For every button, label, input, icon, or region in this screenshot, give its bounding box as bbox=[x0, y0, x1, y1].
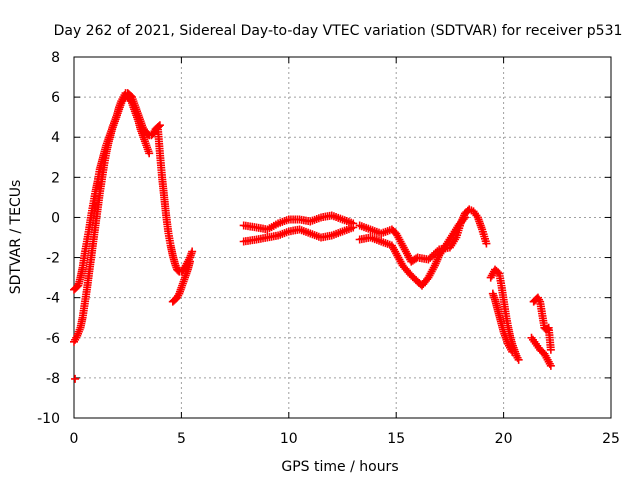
data-point bbox=[145, 149, 154, 158]
series-segment-10 bbox=[488, 289, 517, 356]
data-point bbox=[514, 355, 523, 364]
data-point bbox=[546, 361, 555, 370]
data-point bbox=[546, 345, 555, 354]
plot-frame bbox=[73, 56, 612, 419]
grid bbox=[74, 57, 611, 418]
y-tick-label: 8 bbox=[51, 50, 60, 66]
series-segment-12 bbox=[529, 293, 555, 354]
data-point bbox=[349, 223, 358, 232]
y-tick-label: -10 bbox=[37, 411, 60, 427]
data-point bbox=[543, 324, 552, 333]
series-segment-5 bbox=[239, 211, 358, 234]
series-segment-4 bbox=[168, 257, 194, 306]
series-segment-3 bbox=[153, 123, 197, 276]
data-point bbox=[493, 268, 502, 277]
y-tick-label: -2 bbox=[46, 251, 60, 267]
data-point bbox=[459, 215, 468, 224]
x-tick-label: 20 bbox=[495, 431, 513, 447]
x-tick-label: 10 bbox=[280, 431, 298, 447]
data-point bbox=[188, 247, 197, 256]
data-point bbox=[460, 213, 469, 222]
x-tick-label: 15 bbox=[387, 431, 405, 447]
y-tick-label: -4 bbox=[46, 291, 60, 307]
y-axis-label: SDTVAR / TECUs bbox=[8, 180, 24, 295]
series-segment-7 bbox=[355, 205, 491, 266]
tick-labels: 0 5 10 15 20 25 -10 -8 -6 -4 -2 0 2 4 6 8 bbox=[37, 50, 620, 447]
series-outlier bbox=[71, 374, 80, 383]
x-tick-label: 25 bbox=[602, 431, 620, 447]
data-point bbox=[185, 257, 194, 266]
x-tick-label: 5 bbox=[177, 431, 186, 447]
y-tick-label: -8 bbox=[46, 371, 60, 387]
series-segment-11 bbox=[527, 333, 555, 370]
data-point bbox=[71, 374, 80, 383]
y-tick-label: 4 bbox=[51, 130, 60, 146]
x-axis-label: GPS time / hours bbox=[281, 459, 398, 475]
y-tick-label: -6 bbox=[46, 331, 60, 347]
series-segment-9 bbox=[486, 265, 523, 364]
y-tick-label: 2 bbox=[51, 170, 60, 186]
x-tick-label: 0 bbox=[70, 431, 79, 447]
series-segment-6 bbox=[239, 223, 358, 246]
y-tick-label: 0 bbox=[51, 210, 60, 226]
series-segment-8 bbox=[355, 213, 469, 290]
chart-title: Day 262 of 2021, Sidereal Day-to-day VTE… bbox=[54, 23, 623, 39]
data-point bbox=[508, 347, 517, 356]
data-point bbox=[482, 239, 491, 248]
series-segment-2 bbox=[70, 93, 154, 294]
y-tick-label: 6 bbox=[51, 90, 60, 106]
data-points bbox=[70, 89, 555, 383]
axis-ticks bbox=[73, 56, 612, 419]
